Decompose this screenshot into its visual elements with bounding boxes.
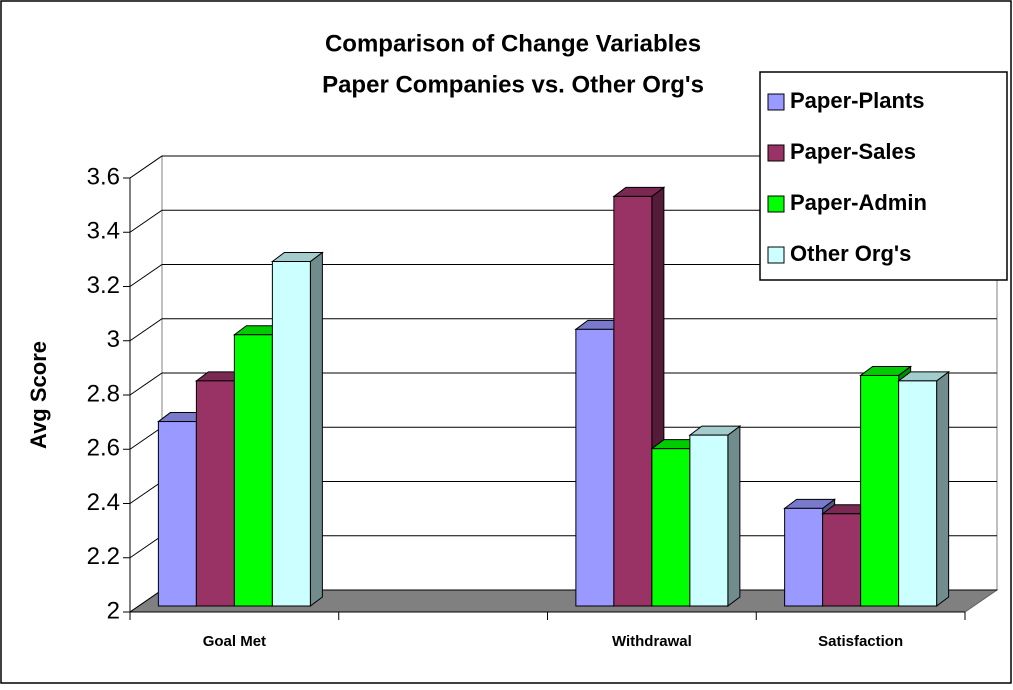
y-axis-label: Avg Score — [26, 341, 51, 449]
legend-label: Paper-Sales — [790, 139, 916, 164]
grid-line — [129, 209, 997, 233]
legend-label: Paper-Admin — [790, 190, 927, 215]
legend-label: Other Org's — [790, 241, 911, 266]
y-tick-label: 2 — [107, 597, 120, 624]
y-tick-label: 2.4 — [87, 489, 120, 516]
bar-side — [309, 251, 323, 607]
bar — [689, 434, 729, 607]
bar-side — [727, 425, 741, 607]
grid-line — [129, 155, 997, 179]
grid-line — [129, 264, 997, 287]
bar — [860, 374, 900, 607]
legend-swatch — [767, 246, 785, 264]
chart-subtitle: Paper Companies vs. Other Org's — [322, 71, 704, 98]
grid-line — [129, 372, 997, 396]
legend-swatch — [767, 195, 785, 213]
y-tick-label: 2.8 — [87, 380, 120, 407]
y-tick-label: 3.6 — [87, 163, 120, 190]
y-tick-label: 2.6 — [87, 435, 120, 462]
legend-swatch — [767, 93, 785, 111]
y-tick-label: 3.2 — [87, 272, 120, 299]
legend-label: Paper-Plants — [790, 88, 925, 113]
bar-side — [936, 370, 950, 607]
bar — [822, 513, 862, 607]
bar — [233, 334, 273, 607]
grid-line — [129, 318, 997, 342]
chart-title: Comparison of Change Variables — [325, 30, 701, 57]
y-tick-label: 3 — [107, 326, 120, 353]
legend-swatch — [767, 144, 785, 162]
bar — [613, 195, 653, 607]
x-tick-label: Withdrawal — [612, 633, 692, 650]
bar — [195, 380, 235, 607]
bar — [271, 261, 311, 607]
y-tick-label: 3.4 — [87, 218, 120, 245]
x-tick-label: Satisfaction — [818, 633, 903, 650]
x-tick-label: Goal Met — [203, 633, 266, 650]
bar — [784, 507, 824, 607]
bar — [157, 421, 197, 607]
bar — [651, 448, 691, 607]
legend-box — [759, 71, 1008, 281]
bar — [575, 328, 615, 607]
bar — [898, 380, 938, 607]
y-tick-label: 2.2 — [87, 543, 120, 570]
